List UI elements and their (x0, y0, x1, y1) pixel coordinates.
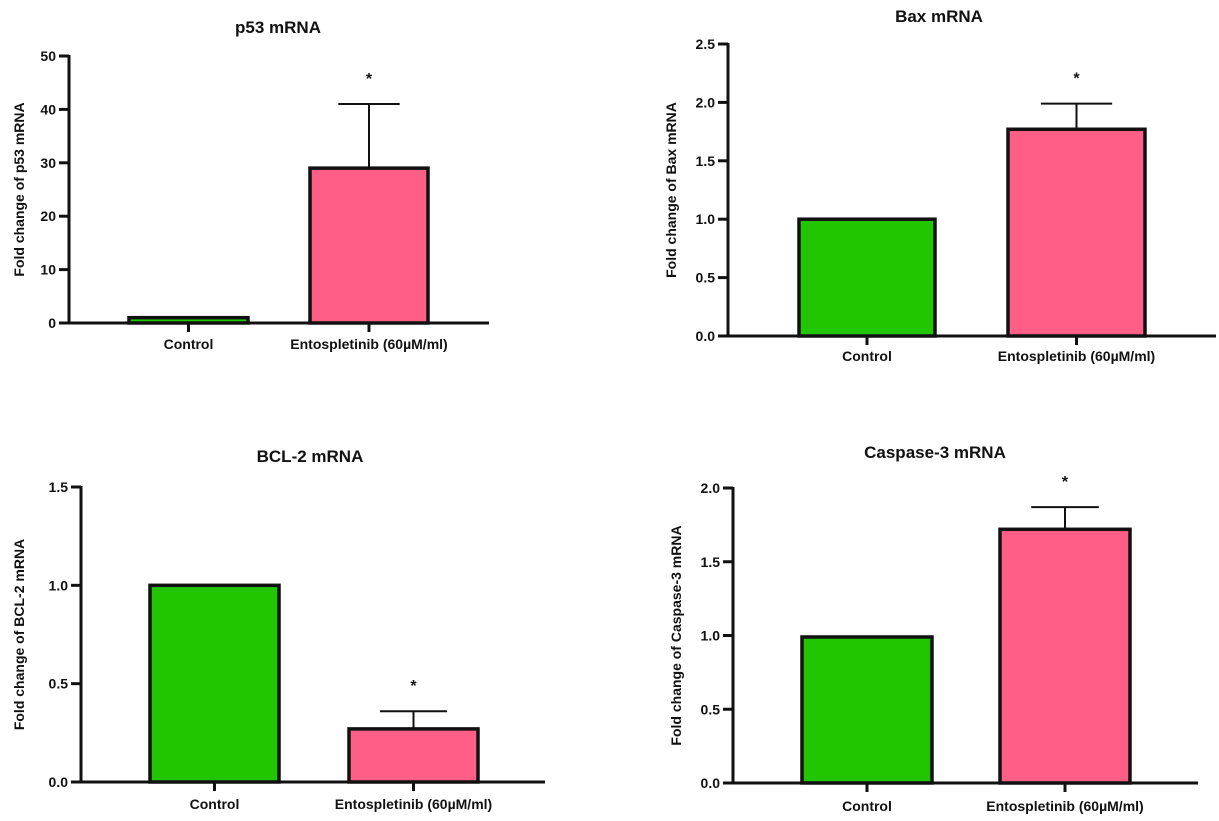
y-tick-label: 2.5 (696, 36, 716, 52)
y-tick-label: 0.5 (701, 701, 721, 717)
bar-entospletinib (1006, 127, 1147, 338)
y-tick-label: 1.0 (696, 211, 716, 227)
chart-title: BCL-2 mRNA (257, 447, 364, 466)
significance-marker: * (1062, 474, 1069, 491)
significance-marker: * (410, 678, 417, 695)
bar-entospletinib (308, 166, 430, 325)
y-tick-label: 0.0 (696, 328, 716, 344)
bar-control (148, 583, 281, 784)
y-tick-label: 0.0 (701, 775, 721, 791)
y-tick-label: 0.0 (49, 774, 69, 790)
y-tick-label: 1.5 (701, 554, 721, 570)
chart-title: p53 mRNA (235, 18, 321, 37)
y-tick-label: 1.5 (696, 153, 716, 169)
x-tick-label: Entospletinib (60µM/ml) (290, 336, 447, 352)
y-tick-label: 1.5 (49, 479, 69, 495)
y-tick-label: 1.0 (49, 577, 69, 593)
y-tick-label: 40 (40, 101, 56, 117)
x-tick-label: Control (190, 796, 240, 812)
y-tick-label: 2.0 (701, 480, 721, 496)
y-axis-label: Fold change of BCL-2 mRNA (11, 539, 27, 730)
significance-marker: * (1073, 71, 1080, 88)
chart-panel-4: Caspase-3 mRNA Fold change of Caspase-3 m… (668, 443, 1198, 814)
x-tick-label: Control (164, 336, 214, 352)
bar-control (797, 217, 937, 338)
y-axis-label: Fold change of Caspase-3 mRNA (668, 525, 684, 745)
significance-marker: * (366, 71, 373, 88)
y-tick-label: 10 (40, 262, 56, 278)
y-axis-label: Fold change of p53 mRNA (11, 102, 27, 276)
x-tick-label: Entospletinib (60µM/ml) (335, 796, 492, 812)
chart-panel-2: Bax mRNA Fold change of Bax mRNA Control * E… (663, 7, 1216, 364)
y-tick-label: 0.5 (49, 676, 69, 692)
bar-control (800, 635, 934, 785)
x-tick-label: Control (842, 798, 892, 814)
x-tick-label: Entospletinib (60µM/ml) (998, 348, 1155, 364)
y-tick-label: 20 (40, 208, 56, 224)
x-tick-label: Control (842, 348, 892, 364)
bar-entospletinib (347, 727, 480, 784)
chart-title: Bax mRNA (895, 7, 983, 26)
chart-title: Caspase-3 mRNA (864, 443, 1006, 462)
y-tick-label: 1.0 (701, 628, 721, 644)
y-tick-label: 2.0 (696, 94, 716, 110)
y-tick-label: 30 (40, 155, 56, 171)
x-tick-label: Entospletinib (60µM/ml) (986, 798, 1143, 814)
y-axis-label: Fold change of Bax mRNA (663, 102, 679, 278)
bar-entospletinib (998, 527, 1132, 785)
y-tick-label: 0 (48, 315, 56, 331)
chart-panel-3: BCL-2 mRNA Fold change of BCL-2 mRNA Contr… (11, 447, 545, 812)
y-tick-label: 50 (40, 48, 56, 64)
chart-panel-1: p53 mRNA Fold change of p53 mRNA Control * E… (11, 18, 489, 352)
y-tick-label: 0.5 (696, 270, 716, 286)
